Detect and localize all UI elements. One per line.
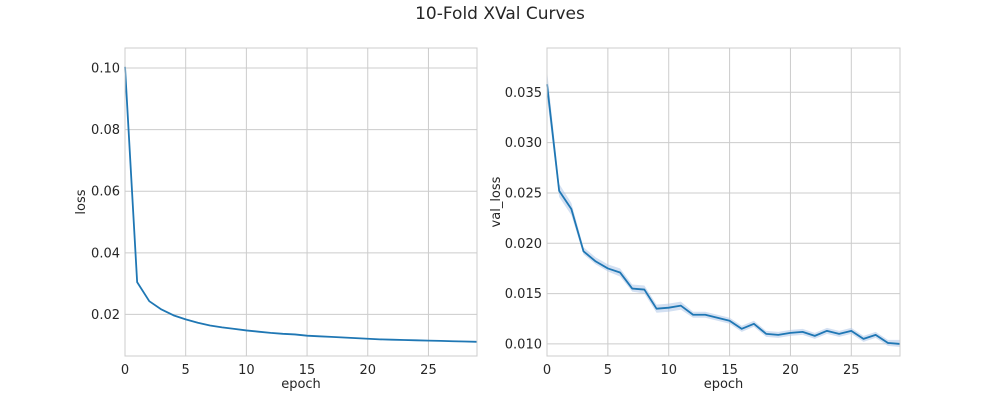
x-tick-label: 5 — [604, 363, 612, 378]
series-line-1 — [124, 66, 478, 343]
x-tick-label: 15 — [721, 363, 738, 378]
y-axis-label: loss — [74, 189, 89, 214]
x-tick-label: 25 — [420, 363, 437, 378]
plot-area — [547, 48, 900, 356]
y-tick-label: 0.010 — [505, 337, 542, 352]
plot-area — [125, 48, 477, 356]
subplot-1: 0 5 10 15 20 25 0.02 0.04 0.06 0.08 0.10 epoch loss — [74, 47, 478, 392]
x-tick-label: 25 — [843, 363, 860, 378]
x-axis-label: epoch — [704, 377, 744, 392]
plot-frame — [546, 47, 901, 357]
x-tick-label: 10 — [660, 363, 677, 378]
x-axis-label: epoch — [281, 377, 321, 392]
series-line-1 — [546, 84, 901, 345]
subplot-2: 0 5 10 15 20 25 0.010 0.015 0.020 0.025 0.030 0.035… — [489, 47, 901, 392]
x-tick-label: 20 — [359, 363, 376, 378]
x-tick-label: 0 — [543, 363, 551, 378]
y-tick-label: 0.020 — [505, 237, 542, 252]
y-tick-label: 0.015 — [505, 287, 542, 302]
y-tick-label: 0.02 — [91, 308, 120, 323]
y-tick-label: 0.06 — [91, 185, 120, 200]
x-tick-label: 5 — [182, 363, 190, 378]
x-tick-label: 15 — [299, 363, 316, 378]
y-tick-label: 0.035 — [505, 86, 542, 101]
y-tick-label: 0.025 — [505, 186, 542, 201]
x-tick-label: 0 — [121, 363, 129, 378]
figure-title: 10-Fold XVal Curves — [415, 4, 585, 24]
y-tick-label: 0.04 — [91, 246, 120, 261]
x-tick-label: 10 — [238, 363, 255, 378]
y-axis-label: val_loss — [489, 176, 504, 227]
y-tick-label: 0.030 — [505, 136, 542, 151]
plot-frame — [124, 47, 478, 357]
y-tick-label: 0.08 — [91, 123, 120, 138]
y-tick-label: 0.10 — [91, 62, 120, 77]
x-tick-label: 20 — [782, 363, 799, 378]
